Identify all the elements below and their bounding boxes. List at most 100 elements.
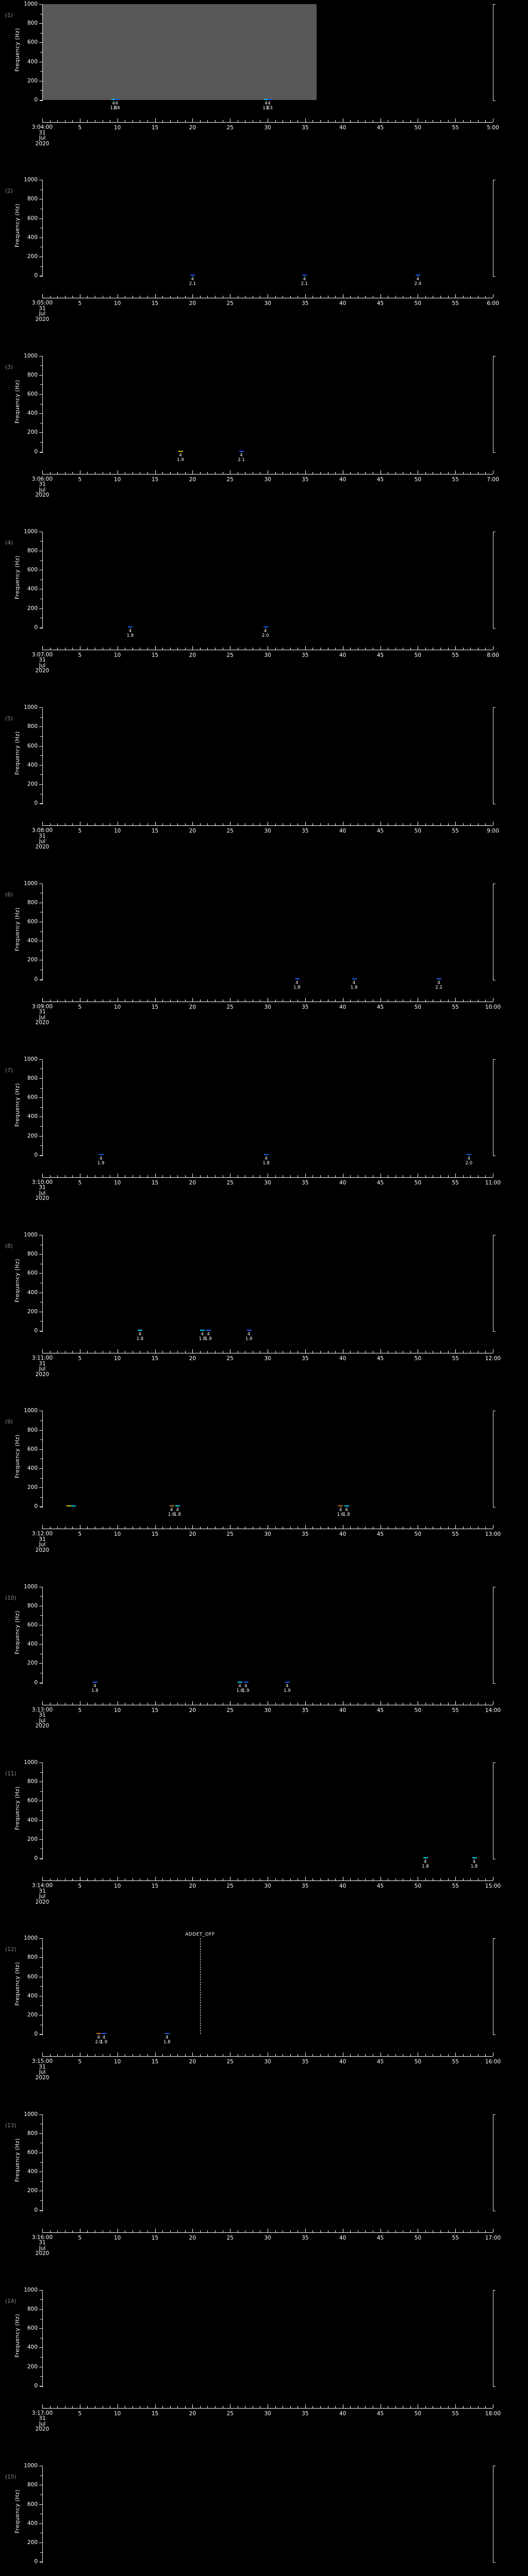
x-tick-label: 30 (264, 1179, 271, 1186)
x-tick-label: 25 (226, 2234, 234, 2241)
x-tick-label: 30 (264, 300, 271, 307)
x-tick (463, 296, 464, 298)
x-tick (290, 2230, 291, 2232)
x-tick (162, 1351, 163, 1353)
x-tick-label: 30 (264, 476, 271, 483)
x-tick (200, 1878, 201, 1880)
x-tick-label: 15 (151, 1707, 159, 1714)
y-axis-right (493, 1235, 496, 1332)
x-tick-label: 25 (226, 1707, 234, 1714)
y-tick-label: 0 (34, 624, 38, 631)
x-tick (207, 999, 208, 1002)
y-axis-left (40, 2466, 43, 2563)
detection-value-label: 2.4 (414, 281, 422, 287)
x-tick-label: 10 (113, 1883, 121, 1889)
y-axis-right (493, 2290, 496, 2387)
y-tick-label: 1000 (24, 177, 38, 183)
y-tick-label: 0 (34, 1151, 38, 1158)
y-tick (39, 1430, 42, 1431)
x-tick (155, 2404, 156, 2408)
x-tick (455, 118, 456, 122)
x-tick (470, 823, 471, 826)
y-tick-label: 600 (27, 918, 38, 925)
detection-value-label: 1.8 (91, 1688, 98, 1693)
y-tick-label: 400 (27, 1817, 38, 1823)
x-tick (365, 999, 366, 1002)
x-tick (155, 1701, 156, 1705)
x-tick (275, 999, 276, 1002)
x-tick (425, 296, 426, 298)
x-tick (440, 1527, 441, 1529)
x-tick (485, 823, 486, 826)
x-tick (147, 1175, 148, 1177)
y-minor-tick (40, 266, 42, 267)
x-tick (207, 2054, 208, 2057)
x-tick (72, 1702, 73, 1705)
y-axis-title: Frequency (Hz) (14, 555, 21, 599)
x-axis-end-label: 9:00 (487, 828, 499, 835)
x-tick-label: 25 (226, 476, 234, 483)
x-tick (72, 2230, 73, 2232)
x-tick (365, 2054, 366, 2057)
y-tick (39, 413, 42, 414)
x-tick (155, 646, 156, 650)
x-tick (455, 646, 456, 650)
detection-marker (114, 99, 120, 100)
x-tick-label: 30 (264, 652, 271, 658)
detection-value-label: 1.8 (110, 106, 118, 111)
x-tick (185, 2054, 186, 2057)
y-tick-label: 200 (27, 253, 38, 260)
y-tick-label: 1000 (24, 1759, 38, 1766)
x-tick (440, 1878, 441, 1880)
x-tick (177, 647, 178, 650)
x-tick (200, 1702, 201, 1705)
x-tick (455, 470, 456, 474)
x-tick (155, 1877, 156, 1880)
y-tick-label: 0 (34, 2031, 38, 2038)
detection-count-label: 4 (345, 1507, 348, 1513)
x-axis-start-label: 3:06:00 31 Jul 2020 (31, 476, 53, 499)
y-tick-label: 600 (27, 2325, 38, 2332)
x-tick-label: 35 (302, 1531, 309, 1538)
x-tick-label: 10 (113, 1004, 121, 1010)
x-axis-start-label: 3:17:00 31 Jul 2020 (31, 2410, 53, 2433)
y-tick (39, 1059, 42, 1060)
x-tick-label: 25 (226, 1355, 234, 1362)
x-tick (455, 1173, 456, 1177)
x-tick (177, 1175, 178, 1177)
y-tick-label: 400 (27, 2344, 38, 2351)
x-tick (365, 2405, 366, 2408)
x-tick-label: 50 (414, 2234, 422, 2241)
y-tick-label: 0 (34, 1855, 38, 1861)
x-tick (57, 1527, 58, 1529)
y-tick-label: 400 (27, 586, 38, 592)
x-tick (155, 2228, 156, 2232)
x-tick (425, 1175, 426, 1177)
detection-value-label: 1.9 (284, 1688, 291, 1693)
x-tick (410, 1527, 411, 1529)
x-tick (448, 1527, 449, 1529)
x-tick (440, 1175, 441, 1177)
y-minor-tick (40, 2181, 42, 2182)
x-tick (320, 1878, 321, 1880)
y-minor-tick (40, 2376, 42, 2377)
x-tick (87, 471, 88, 474)
x-tick (455, 822, 456, 826)
detection-marker (467, 1154, 472, 1155)
x-tick (350, 1878, 351, 1880)
x-tick (185, 647, 186, 650)
panel-4: 1000 800 600 400 200 0 Frequency (Hz) (4) 4 1.9 4 2… (0, 528, 528, 703)
x-tick (155, 1525, 156, 1529)
x-tick-label: 45 (376, 2059, 384, 2065)
x-tick-label: 15 (151, 125, 159, 131)
x-tick-label: 5 (78, 828, 82, 835)
x-tick (470, 2405, 471, 2408)
x-tick-label: 40 (339, 2234, 346, 2241)
x-tick (72, 1351, 73, 1353)
x-tick (312, 296, 314, 298)
x-tick (215, 647, 216, 650)
x-tick (185, 471, 186, 474)
y-tick-label: 600 (27, 2149, 38, 2156)
detection-marker (243, 1681, 249, 1683)
detection-count-label: 4 (102, 2035, 106, 2041)
